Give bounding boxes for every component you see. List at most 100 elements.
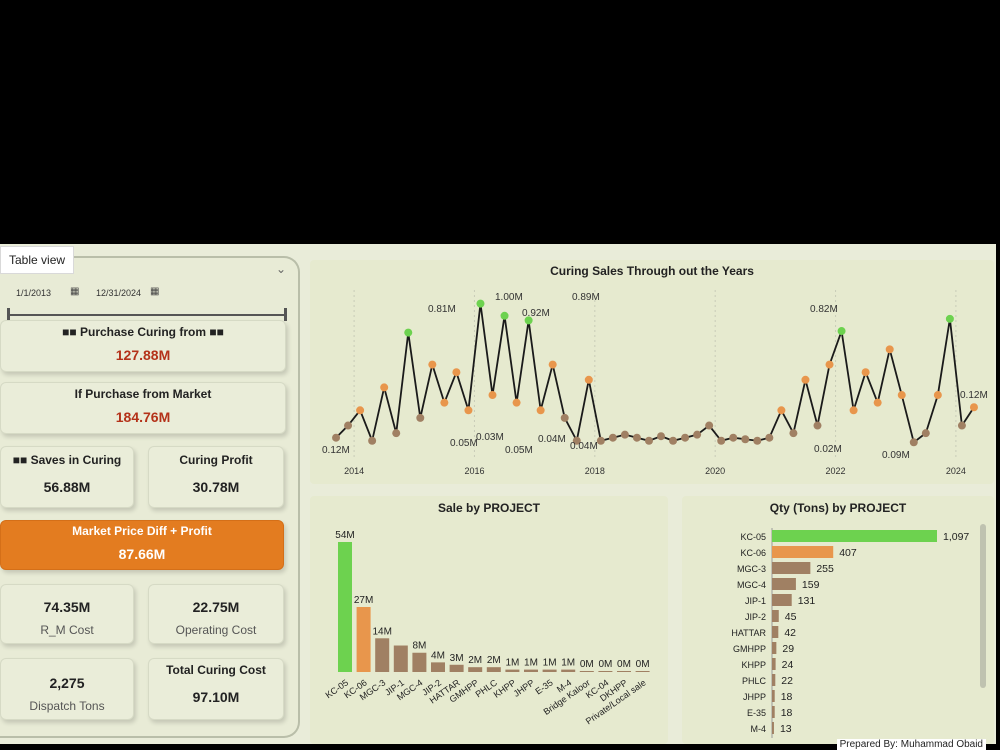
bar — [412, 652, 427, 672]
data-point — [693, 430, 702, 439]
data-point — [572, 436, 581, 445]
bar — [598, 671, 613, 672]
data-point — [777, 406, 786, 415]
hbar — [772, 642, 777, 654]
hbar — [772, 690, 775, 702]
hbar-value-label: 407 — [839, 547, 857, 559]
hbar — [772, 706, 775, 718]
line-chart-panel: Curing Sales Through out the Years 2014 2… — [310, 260, 994, 484]
data-point — [909, 438, 918, 447]
hbar-chart-panel: Qty (Tons) by PROJECT KC-05 1,097 KC-06 407… — [682, 496, 994, 744]
data-point — [741, 435, 750, 444]
calendar-icon[interactable]: ▦ — [70, 286, 80, 297]
start-date[interactable]: 1/1/2013 — [16, 288, 52, 298]
slider-handle-end[interactable] — [284, 308, 287, 321]
hbar — [772, 578, 796, 590]
rm-cost-value: 74.35M — [43, 599, 91, 615]
bar-value-label: 2M — [487, 655, 501, 666]
data-point — [717, 436, 726, 445]
hbar-category-label: PHLC — [742, 676, 767, 686]
data-point — [705, 421, 714, 430]
data-point — [476, 299, 485, 308]
sales-line — [335, 303, 975, 444]
hbar — [772, 594, 792, 606]
hbar-value-label: 13 — [780, 723, 792, 735]
data-point — [536, 406, 545, 415]
bar-chart[interactable]: 54MKC-0527MKC-0614MMGC-3JIP-18MMGC-44MJI… — [310, 496, 668, 744]
calendar-icon[interactable]: ▦ — [150, 286, 160, 297]
bar — [375, 638, 390, 672]
operating-cost-card: 22.75M Operating Cost — [148, 584, 284, 644]
bar — [561, 669, 576, 672]
data-point — [765, 433, 774, 442]
table-view-tooltip[interactable]: Table view — [0, 246, 75, 274]
bar — [542, 669, 557, 672]
date-slider[interactable] — [8, 314, 286, 316]
bar — [468, 667, 483, 672]
data-label: 0.81M — [428, 304, 456, 315]
bar-value-label: 1M — [505, 658, 519, 669]
hbar-category-label: MGC-4 — [737, 580, 766, 590]
data-point — [464, 406, 473, 415]
end-date[interactable]: 12/31/2024 — [96, 288, 142, 298]
x-tick-label: 2018 — [585, 466, 605, 476]
hbar-chart-title: Qty (Tons) by PROJECT — [769, 501, 907, 515]
data-label: 0.92M — [522, 308, 550, 319]
data-point — [873, 398, 882, 407]
hbar — [772, 674, 776, 686]
data-point — [849, 406, 858, 415]
hbar-category-label: KHPP — [741, 660, 766, 670]
hbar-value-label: 255 — [816, 563, 834, 575]
hbar-category-label: HATTAR — [731, 628, 766, 638]
data-point — [560, 413, 569, 422]
curing-profit-value: 30.78M — [192, 479, 240, 495]
redacted-logo: ■■ — [12, 453, 31, 467]
data-point — [632, 433, 641, 442]
total-cost-value: 97.10M — [192, 689, 240, 705]
data-point — [681, 433, 690, 442]
hbar-value-label: 159 — [802, 579, 820, 591]
bar — [635, 671, 650, 672]
dispatch-value: 2,275 — [49, 675, 85, 691]
hbar-category-label: JHPP — [743, 692, 766, 702]
hbar — [772, 658, 776, 670]
data-point — [584, 375, 593, 384]
saves-value: 56.88M — [43, 479, 91, 495]
hbar-chart[interactable]: KC-05 1,097 KC-06 407 MGC-3 255 MGC-4 159 JIP-1 1… — [682, 496, 994, 744]
rm-cost-card: 74.35M R_M Cost — [0, 584, 134, 644]
hbar-value-label: 18 — [781, 707, 793, 719]
bar — [579, 671, 594, 672]
scrollbar — [980, 524, 986, 688]
bar — [338, 542, 352, 672]
bar-value-label: 1M — [561, 658, 575, 669]
hbar-value-label: 29 — [782, 643, 794, 655]
slider-handle-start[interactable] — [7, 308, 10, 321]
saves-card: ■■ Saves in Curing 56.88M — [0, 446, 134, 508]
data-label: 1.00M — [495, 292, 523, 303]
data-point — [957, 421, 966, 430]
data-point — [897, 391, 906, 400]
bar — [486, 667, 501, 672]
chevron-down-icon[interactable]: ⌄ — [276, 262, 287, 276]
x-tick-label: 2022 — [826, 466, 846, 476]
data-point — [644, 436, 653, 445]
data-point — [969, 403, 978, 412]
hbar-value-label: 45 — [785, 611, 797, 623]
x-tick-label: 2024 — [946, 466, 966, 476]
line-chart[interactable]: 2014 2016 2018 2020 2022 2024 1.00M 0.92M 0.89M 0… — [310, 260, 994, 484]
black-area — [0, 0, 1000, 244]
data-point — [344, 421, 353, 430]
x-tick-label: 2016 — [464, 466, 484, 476]
data-point — [416, 413, 425, 422]
data-point — [596, 436, 605, 445]
purchase-curing-card: ■■ Purchase Curing from ■■ 127.88M — [0, 320, 286, 372]
data-point — [813, 421, 822, 430]
hbar-value-label: 24 — [782, 659, 794, 671]
bar-value-label: 27M — [354, 595, 373, 606]
data-point — [620, 430, 629, 439]
data-point — [669, 436, 678, 445]
purchase-market-card: If Purchase from Market 184.76M — [0, 382, 286, 434]
x-tick-label: 2020 — [705, 466, 725, 476]
data-point — [548, 360, 557, 369]
